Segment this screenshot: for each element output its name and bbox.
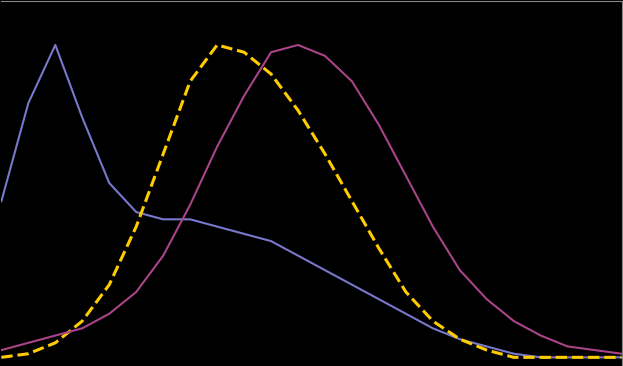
Broadband bbox=[591, 355, 598, 359]
Dial-up bbox=[133, 210, 140, 214]
All Home bbox=[510, 319, 518, 323]
Broadband bbox=[52, 341, 59, 345]
Dial-up bbox=[214, 224, 221, 229]
Dial-up bbox=[348, 283, 356, 287]
Broadband bbox=[537, 355, 545, 359]
Dial-up bbox=[78, 115, 86, 120]
All Home bbox=[537, 333, 545, 338]
Line: Broadband: Broadband bbox=[1, 45, 622, 357]
All Home bbox=[105, 311, 113, 316]
Broadband bbox=[214, 43, 221, 47]
Dial-up bbox=[105, 181, 113, 185]
All Home bbox=[456, 268, 464, 272]
Broadband bbox=[294, 108, 302, 113]
Broadband bbox=[429, 319, 437, 323]
Broadband bbox=[105, 283, 113, 287]
Dial-up bbox=[429, 326, 437, 330]
Dial-up bbox=[537, 355, 545, 359]
All Home bbox=[348, 79, 356, 83]
All Home bbox=[214, 145, 221, 149]
Broadband bbox=[159, 152, 167, 156]
All Home bbox=[591, 348, 598, 352]
Dial-up bbox=[321, 268, 329, 272]
All Home bbox=[186, 203, 194, 207]
Dial-up bbox=[618, 355, 623, 359]
Dial-up bbox=[159, 217, 167, 221]
Broadband bbox=[402, 290, 409, 294]
Dial-up bbox=[510, 351, 518, 356]
Dial-up bbox=[52, 43, 59, 47]
Dial-up bbox=[186, 217, 194, 221]
Broadband bbox=[510, 355, 518, 359]
Broadband bbox=[564, 355, 571, 359]
Broadband bbox=[240, 50, 248, 55]
Broadband bbox=[618, 355, 623, 359]
All Home bbox=[240, 94, 248, 98]
All Home bbox=[483, 297, 490, 302]
All Home bbox=[267, 50, 275, 55]
Dial-up bbox=[483, 344, 490, 349]
Line: Dial-up: Dial-up bbox=[1, 45, 622, 357]
Dial-up bbox=[591, 355, 598, 359]
Broadband bbox=[321, 152, 329, 156]
All Home bbox=[25, 341, 32, 345]
Dial-up bbox=[564, 355, 571, 359]
All Home bbox=[159, 253, 167, 258]
Dial-up bbox=[240, 232, 248, 236]
Broadband bbox=[78, 319, 86, 323]
Broadband bbox=[483, 348, 490, 352]
Broadband bbox=[186, 79, 194, 83]
Broadband bbox=[0, 355, 5, 359]
All Home bbox=[429, 224, 437, 229]
All Home bbox=[402, 173, 409, 178]
Dial-up bbox=[25, 101, 32, 105]
All Home bbox=[375, 123, 383, 127]
Broadband bbox=[348, 199, 356, 203]
All Home bbox=[321, 54, 329, 58]
Broadband bbox=[456, 337, 464, 341]
Dial-up bbox=[402, 311, 409, 316]
Broadband bbox=[267, 72, 275, 76]
All Home bbox=[294, 43, 302, 47]
Dial-up bbox=[0, 199, 5, 203]
Dial-up bbox=[267, 239, 275, 243]
All Home bbox=[618, 351, 623, 356]
All Home bbox=[133, 290, 140, 294]
Broadband bbox=[375, 246, 383, 251]
Dial-up bbox=[294, 253, 302, 258]
All Home bbox=[564, 344, 571, 349]
Dial-up bbox=[456, 337, 464, 341]
Line: All Home: All Home bbox=[1, 45, 622, 354]
All Home bbox=[78, 326, 86, 330]
Dial-up bbox=[375, 297, 383, 302]
All Home bbox=[0, 348, 5, 352]
Broadband bbox=[25, 351, 32, 356]
Broadband bbox=[133, 224, 140, 229]
All Home bbox=[52, 333, 59, 338]
